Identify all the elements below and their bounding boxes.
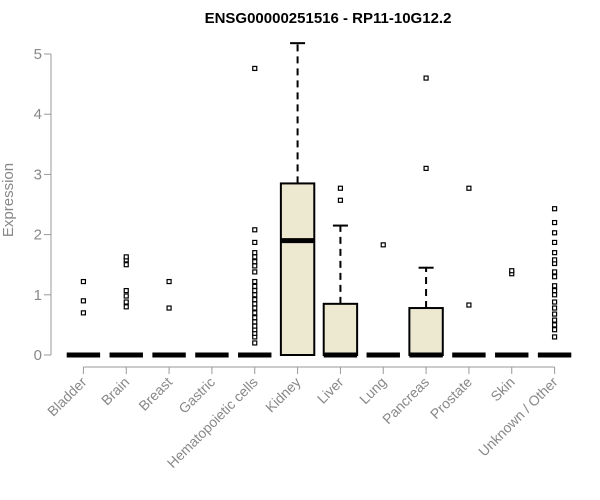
outlier-point [166, 305, 172, 311]
outlier-point [252, 301, 258, 307]
outlier-point [252, 259, 258, 265]
outlier-point [551, 292, 558, 298]
outlier-point [551, 257, 558, 263]
outlier-point [123, 304, 129, 310]
box-hematopoietic-cells [238, 65, 272, 358]
box-skin [495, 268, 529, 358]
outlier-point [551, 239, 558, 246]
outlier-point [123, 254, 129, 260]
outlier-point [123, 293, 129, 299]
y-tick-label: 1 [34, 287, 42, 304]
outlier-point [123, 287, 129, 294]
box-group [66, 42, 572, 358]
outlier-point [252, 319, 258, 325]
outlier-point [551, 305, 558, 311]
outlier-point [551, 334, 558, 340]
outlier-point [80, 278, 87, 285]
outlier-point [551, 327, 558, 333]
y-axis: 0 1 2 3 4 5 [34, 46, 52, 364]
x-tick-label: Liver [314, 374, 347, 407]
box-brain [109, 254, 143, 358]
x-tick-label: Brain [98, 374, 132, 408]
x-tick-label: Kidney [262, 374, 304, 416]
outlier-point [252, 250, 258, 256]
outlier-point [551, 219, 558, 226]
outlier-point [551, 230, 558, 236]
outlier-point [252, 305, 258, 311]
box-rect [279, 182, 316, 356]
outlier-point [551, 250, 558, 256]
x-tick-label: Breast [135, 374, 175, 414]
box-rect [322, 302, 359, 356]
outlier-point [337, 197, 344, 203]
chart-title: ENSG00000251516 - RP11-10G12.2 [205, 10, 452, 27]
x-tick-label: Gastric [175, 374, 218, 417]
y-tick-label: 4 [34, 106, 42, 123]
outlier-point [337, 185, 344, 191]
x-tick-label: Prostate [427, 374, 475, 422]
outlier-point [551, 299, 558, 305]
outlier-point [551, 274, 558, 280]
outlier-point [252, 254, 258, 260]
outlier-point [252, 323, 258, 329]
outlier-point [123, 262, 129, 268]
x-tick-label: Bladder [44, 374, 90, 420]
x-tick-label: Lung [356, 374, 389, 407]
outlier-point [252, 340, 258, 346]
outlier-point [551, 287, 558, 294]
outlier-point [123, 299, 129, 305]
outlier-point [252, 292, 258, 298]
outlier-point [252, 297, 258, 303]
x-tick-label: Unknown / Other [475, 374, 561, 460]
outlier-point [380, 242, 386, 248]
outlier-point [509, 268, 515, 274]
y-tick-label: 3 [34, 166, 42, 183]
outlier-point [80, 310, 87, 316]
box-prostate [452, 185, 486, 358]
outlier-point [252, 263, 258, 269]
x-tick-label: Pancreas [379, 374, 432, 427]
outlier-point [466, 302, 472, 308]
outlier-point [252, 227, 258, 233]
y-tick-label: 0 [34, 347, 42, 364]
outlier-point [252, 65, 258, 72]
outlier-point [252, 239, 258, 246]
outlier-point [466, 185, 472, 191]
outlier-point [551, 269, 558, 275]
box-pancreas [408, 75, 444, 358]
box-breast [152, 278, 186, 358]
box-lung [366, 242, 400, 358]
outlier-point [252, 278, 258, 285]
outlier-point [423, 165, 429, 171]
outlier-point [252, 310, 258, 316]
y-tick-label: 2 [34, 227, 42, 244]
outlier-point [551, 322, 558, 328]
outlier-point [252, 283, 258, 289]
box-bladder [66, 278, 101, 358]
y-tick-label: 5 [34, 46, 42, 63]
outlier-point [551, 311, 558, 317]
y-axis-label: Expression [0, 163, 17, 237]
box-liver [322, 185, 359, 358]
box-kidney [279, 42, 316, 356]
box-unknown-other [537, 206, 572, 358]
outlier-point [166, 278, 172, 285]
x-tick-label: Skin [487, 374, 518, 405]
outlier-point [551, 283, 558, 289]
outlier-point [80, 298, 87, 304]
outlier-point [423, 75, 429, 81]
outlier-point [551, 317, 558, 323]
outlier-point [252, 269, 258, 275]
box-rect [408, 307, 444, 357]
outlier-point [551, 206, 558, 212]
outlier-point [252, 315, 258, 321]
outlier-point [252, 287, 258, 294]
